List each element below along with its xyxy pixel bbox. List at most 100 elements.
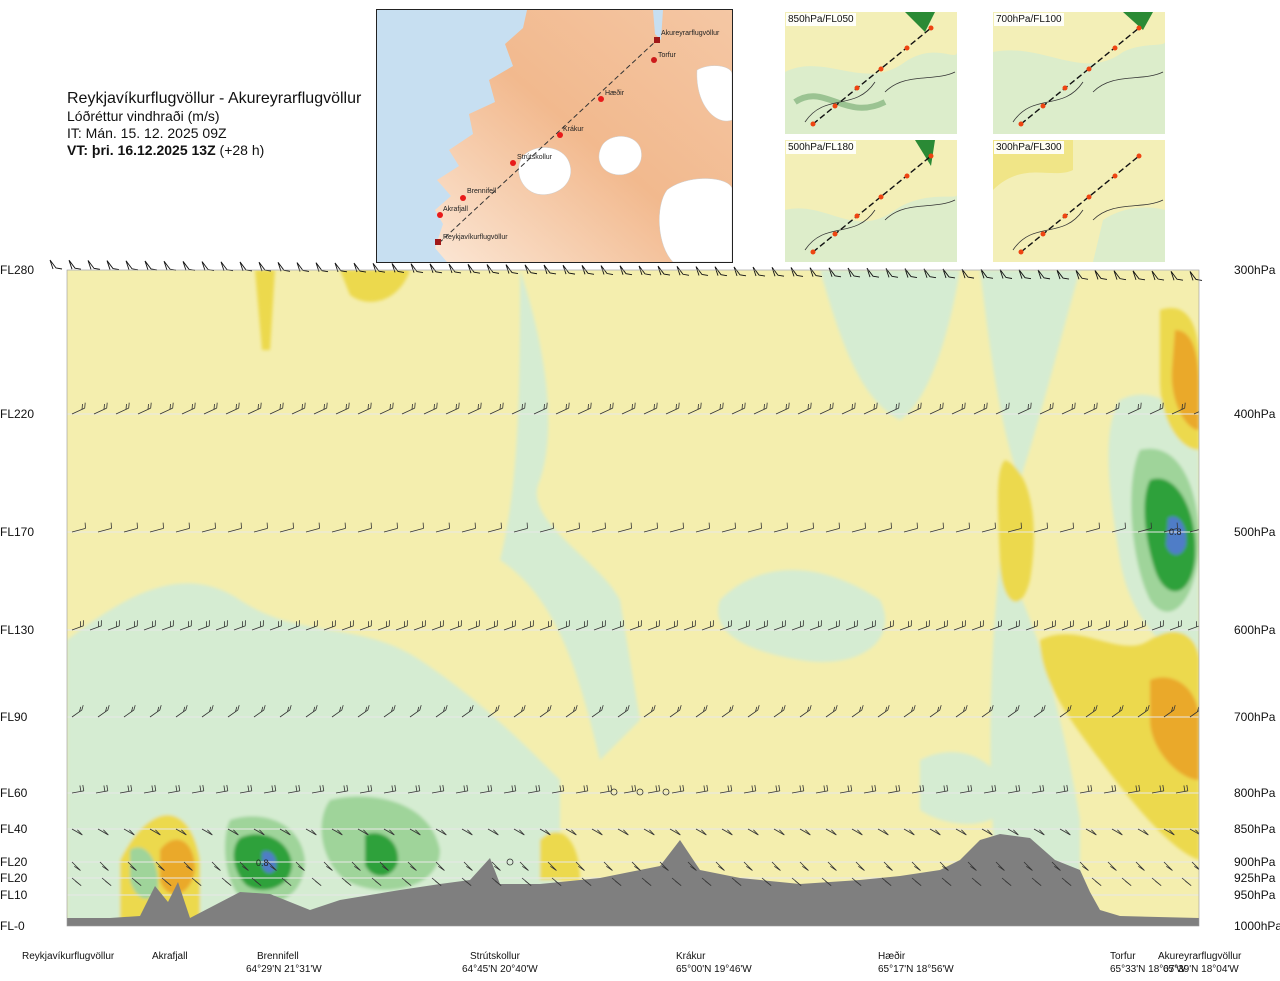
wind-barb bbox=[97, 705, 110, 718]
wind-barb bbox=[929, 522, 944, 533]
inset-map-300 bbox=[993, 140, 1165, 262]
wind-barb bbox=[995, 861, 1005, 871]
wind-barb bbox=[971, 620, 984, 631]
wind-barb bbox=[467, 263, 481, 274]
wind-barb bbox=[239, 261, 253, 272]
wind-barb bbox=[106, 260, 120, 271]
wind-barb bbox=[521, 620, 534, 631]
wind-barb bbox=[357, 402, 372, 415]
waypoint-name: Hæðir bbox=[878, 950, 906, 962]
wind-barb bbox=[486, 264, 500, 274]
wind-barb bbox=[503, 784, 517, 794]
wind-barb bbox=[97, 522, 112, 533]
pressure-level-label: 950hPa bbox=[1234, 888, 1276, 902]
wind-barb bbox=[211, 861, 221, 871]
wind-barb bbox=[143, 620, 156, 631]
wind-barb bbox=[665, 402, 680, 415]
area-yellow bbox=[997, 460, 1034, 602]
wind-barb bbox=[659, 861, 669, 871]
wind-barb bbox=[647, 784, 661, 794]
wind-barb bbox=[539, 705, 552, 718]
plot-frame bbox=[66, 269, 1200, 927]
wind-barb bbox=[461, 522, 476, 533]
wind-barb bbox=[401, 877, 412, 887]
wind-barb bbox=[1007, 620, 1020, 631]
wind-barb bbox=[423, 402, 438, 415]
waypoint-coordinate: 65°17'N 18°56'W bbox=[878, 964, 954, 975]
wind-barb bbox=[885, 402, 900, 415]
wind-barb bbox=[752, 266, 766, 277]
wind-barb bbox=[533, 402, 548, 415]
wind-barb bbox=[409, 522, 424, 533]
wind-barb bbox=[1033, 828, 1045, 836]
wind-barb bbox=[877, 828, 889, 836]
wind-barb bbox=[1149, 402, 1164, 415]
map-label-brennifell: Brennifell bbox=[467, 188, 497, 195]
waypoint-coordinate: 65°00'N 19°46'W bbox=[676, 964, 752, 975]
wind-barb bbox=[955, 705, 968, 718]
wind-barb bbox=[737, 620, 750, 631]
wind-barbs bbox=[71, 402, 1199, 887]
wind-barb bbox=[489, 402, 504, 415]
inset-map-850 bbox=[785, 12, 957, 134]
wind-barb bbox=[93, 402, 108, 415]
wind-barb bbox=[839, 784, 853, 794]
wind-barb bbox=[487, 828, 499, 836]
inset-300hpa: 300hPa/FL300 bbox=[993, 140, 1165, 262]
wind-barb bbox=[775, 402, 790, 415]
inset-map-500 bbox=[785, 140, 957, 262]
wind-barb bbox=[731, 877, 742, 887]
map-marker-reykjavik bbox=[435, 239, 441, 245]
wind-barb bbox=[357, 705, 370, 718]
area-light-green bbox=[718, 570, 886, 662]
wind-barb bbox=[911, 861, 921, 871]
waypoint-coordinate: 65°33'N 18°07'W bbox=[1110, 964, 1186, 975]
wind-barb bbox=[755, 620, 768, 631]
wind-barb bbox=[511, 402, 526, 415]
wind-barb bbox=[1056, 269, 1070, 280]
wind-barb bbox=[431, 877, 442, 887]
wind-barb bbox=[883, 861, 893, 871]
area-orange bbox=[160, 839, 195, 894]
wind-barb bbox=[521, 877, 532, 887]
wind-barb bbox=[221, 877, 232, 887]
wind-barb bbox=[617, 705, 630, 718]
wind-barb bbox=[279, 828, 291, 836]
wind-barb bbox=[1111, 828, 1123, 836]
wind-barb bbox=[233, 620, 246, 631]
wind-barb bbox=[341, 620, 354, 631]
wind-barb bbox=[461, 877, 472, 887]
wind-barb bbox=[539, 620, 552, 631]
wind-barb bbox=[547, 861, 557, 871]
wind-barb bbox=[959, 784, 973, 794]
wind-barb bbox=[503, 620, 516, 631]
wind-barb bbox=[1137, 828, 1149, 836]
route-map-svg: Akureyrarflugvöllur Torfur Hæðir Krákur … bbox=[377, 10, 732, 262]
wind-barb bbox=[331, 828, 343, 836]
wind-barb bbox=[555, 402, 570, 415]
wind-barb bbox=[167, 784, 181, 794]
pressure-level-label: 300hPa bbox=[1234, 263, 1276, 277]
pressure-level-label: 400hPa bbox=[1234, 407, 1276, 421]
top-barb-row bbox=[49, 259, 1203, 281]
wind-barb bbox=[887, 784, 901, 794]
map-marker-akrafjall bbox=[437, 212, 443, 218]
terrain bbox=[67, 834, 1199, 926]
wind-barb bbox=[253, 828, 265, 836]
wind-barb bbox=[267, 861, 277, 871]
wind-barb bbox=[917, 620, 930, 631]
wind-barb bbox=[733, 266, 747, 277]
wind-barb bbox=[1075, 269, 1089, 280]
waypoint-name: Krákur bbox=[676, 951, 706, 962]
wind-barb bbox=[581, 877, 592, 887]
wind-barb bbox=[391, 263, 405, 273]
wind-barb bbox=[773, 705, 786, 718]
wind-barb bbox=[524, 264, 538, 275]
wind-barb bbox=[623, 784, 637, 794]
wind-barb bbox=[851, 522, 866, 533]
wind-barb bbox=[269, 620, 282, 631]
wind-barb bbox=[1187, 620, 1199, 631]
pressure-level-label: 700hPa bbox=[1234, 710, 1276, 724]
wind-barb bbox=[903, 522, 918, 533]
wind-barb bbox=[961, 268, 975, 279]
